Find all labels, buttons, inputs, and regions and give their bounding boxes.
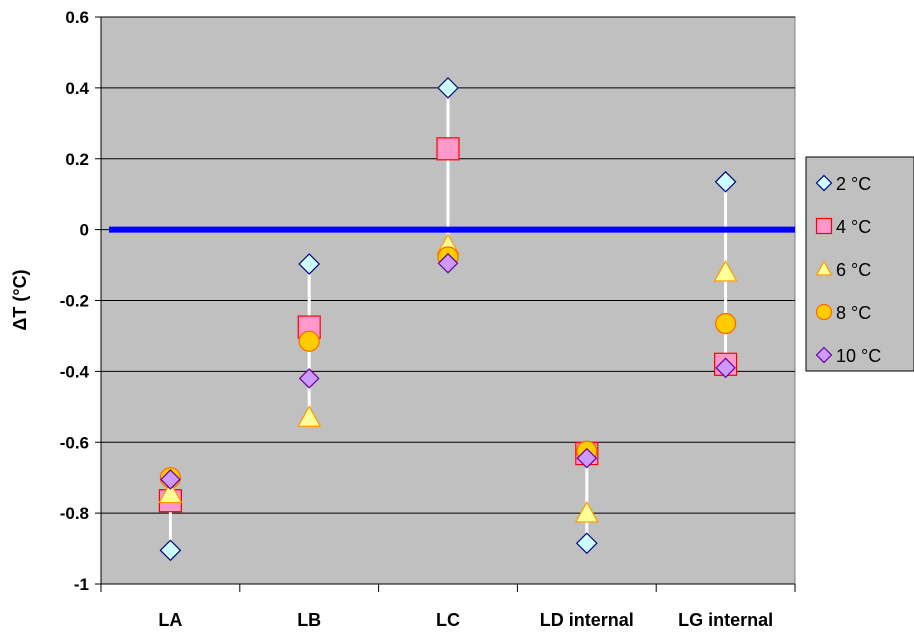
data-point [437,252,459,274]
y-tick-label: -0.2 [60,292,89,311]
data-point [158,481,183,504]
y-tick-label: -0.6 [60,433,89,452]
data-point [298,253,321,275]
data-point [437,77,459,99]
y-tick-label: 0.2 [65,150,89,169]
data-point [715,357,736,379]
legend-marker [815,174,833,192]
data-point [297,405,322,427]
legend: 2 °C 4 °C 6 °C 8 °C 10 °C [805,156,914,372]
legend-label: 4 °C [836,217,871,237]
x-category-label: LD internal [540,610,634,630]
legend-marker [815,303,833,321]
y-tick-label: -1 [74,575,89,594]
x-category-label: LG internal [678,610,773,630]
data-point [714,170,737,193]
legend-label: 6 °C [836,260,871,280]
y-tick-label: 0.6 [65,8,89,27]
legend-label: 10 °C [836,346,881,366]
y-tick-label: -0.8 [60,504,89,523]
legend-label: 2 °C [836,174,871,194]
axes: 0.6 0.4 0.2 0 -0.2 -0.4 -0.6 -0.8 -1 LA LB LC LD int… [60,8,796,630]
data-point [713,259,738,282]
data-point [714,312,737,335]
y-tick-label: 0.4 [65,79,89,98]
data-points [158,77,738,562]
data-point [298,330,320,352]
data-point [576,447,598,469]
y-tick-label: 0 [80,221,89,240]
data-point [574,500,599,523]
data-point [160,469,181,490]
y-axis-title: ΔT (°C) [10,269,30,330]
x-category-label: LC [436,610,460,630]
x-category-label: LB [297,610,321,630]
legend-items: 2 °C 4 °C 6 °C 8 °C 10 °C [815,174,881,366]
legend-marker [815,217,833,235]
legend-marker [815,346,833,364]
y-tick-label: -0.4 [60,362,90,381]
data-point [436,137,460,161]
legend-label: 8 °C [836,303,871,323]
data-point [298,368,320,389]
data-point [159,539,182,562]
data-point [575,532,598,555]
gridlines [101,16,795,514]
legend-marker [815,260,833,276]
x-category-label: LA [158,610,182,630]
